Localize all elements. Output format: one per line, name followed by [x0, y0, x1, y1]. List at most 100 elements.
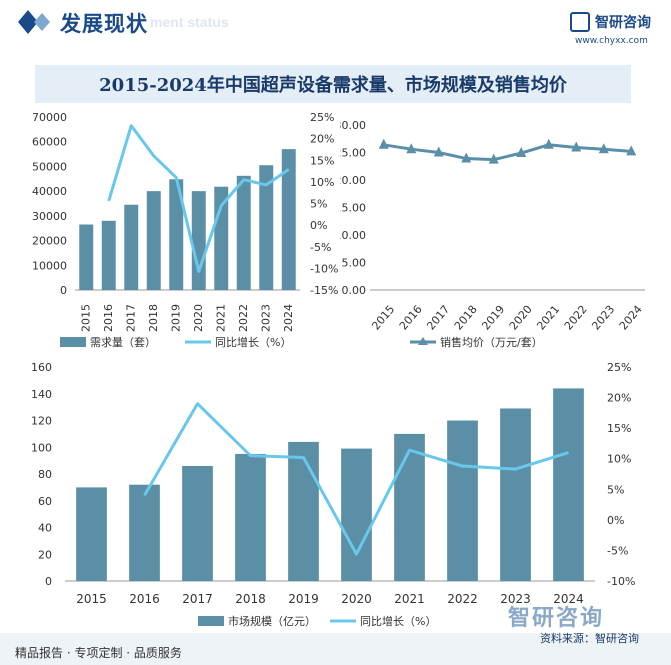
footer-source: 资料来源：智研咨询	[540, 632, 639, 645]
price-point	[571, 141, 582, 152]
x-tick-label: 2017	[424, 303, 452, 333]
x-tick-label: 2024	[617, 303, 645, 333]
y-left-tick-label: 10000	[32, 259, 67, 272]
y-right-tick-label: -5%	[607, 544, 628, 557]
x-tick-label: 2023	[259, 304, 272, 332]
market-bar	[182, 465, 213, 581]
y-right-tick-label: 25%	[310, 111, 334, 124]
y-left-tick-label: 40000	[32, 185, 67, 198]
y-left-tick-label: 50000	[32, 160, 67, 173]
x-tick-label: 2016	[397, 303, 425, 333]
legend-market-swatch	[198, 616, 224, 626]
demand-bar	[79, 224, 94, 290]
y-tick-label: 10.00	[340, 229, 366, 242]
price-point	[488, 153, 499, 164]
demand-chart: 0 10000 20000 30000 40000 50000 60000 70000 -15%…	[32, 111, 338, 349]
price-point	[626, 145, 637, 156]
x-tick-label: 2020	[341, 592, 372, 606]
y-tick-label: 0.00	[342, 284, 367, 297]
y-tick-label: 20.00	[340, 174, 366, 187]
y-right-tick-label: 5%	[607, 483, 624, 496]
market-bar	[553, 388, 584, 581]
demand-bar	[124, 204, 139, 290]
x-tick-label: 2015	[76, 592, 107, 606]
demand-growth-line	[107, 124, 290, 273]
price-point	[516, 147, 527, 158]
y-right-tick-label: 15%	[310, 154, 334, 167]
legend-price-marker	[418, 337, 428, 345]
x-tick-label: 2015	[369, 303, 397, 333]
y-left-tick-label: 80	[38, 468, 52, 481]
legend-market-growth-label: 同比增长（%）	[360, 614, 436, 628]
demand-bar	[169, 179, 184, 290]
x-tick-label: 2018	[452, 303, 480, 333]
price-point	[461, 152, 472, 163]
y-left-tick-label: 20	[38, 548, 52, 561]
y-left-tick-label: 40	[38, 522, 52, 535]
y-right-tick-label: 25%	[607, 361, 631, 374]
price-point	[433, 146, 444, 157]
legend-market-label: 市场规模（亿元）	[228, 614, 316, 628]
y-right-tick-label: 10%	[310, 176, 334, 189]
x-tick-label: 2022	[562, 303, 590, 333]
y-tick-label: 15.00	[340, 202, 366, 215]
footer-slogan: 精品报告 · 专项定制 · 品质服务	[15, 646, 182, 660]
y-left-tick-label: 30000	[32, 210, 67, 223]
market-bar	[288, 441, 319, 581]
market-bar	[129, 484, 160, 581]
y-right-tick-label: -10%	[607, 575, 635, 588]
y-right-tick-label: -10%	[310, 262, 338, 275]
y-left-tick-label: 160	[31, 361, 52, 374]
demand-bar	[146, 191, 161, 290]
price-chart: 0.005.0010.0015.0020.0025.0030.002015201…	[340, 119, 645, 349]
y-left-tick-label: 120	[31, 415, 52, 428]
chart-title: 2015-2024年中国超声设备需求量、市场规模及销售均价	[35, 65, 631, 103]
market-growth-line	[143, 402, 569, 556]
y-right-tick-label: 20%	[607, 392, 631, 405]
logo-url: www.chyxx.com	[575, 36, 648, 46]
y-left-tick-label: 20000	[32, 235, 67, 248]
demand-bar	[281, 149, 296, 290]
x-tick-label: 2017	[124, 304, 137, 332]
x-tick-label: 2020	[507, 303, 535, 333]
legend-demand-swatch	[60, 337, 86, 347]
y-right-tick-label: 15%	[607, 422, 631, 435]
market-bar	[447, 420, 478, 581]
footer-brand: 智研咨询	[508, 606, 605, 631]
logo-name: 智研咨询	[595, 15, 651, 31]
price-line	[383, 143, 632, 162]
legend-price-label: 销售均价（万元/套）	[440, 335, 543, 349]
y-tick-label: 30.00	[340, 119, 366, 132]
legend-demand-growth-label: 同比增长（%）	[215, 335, 291, 349]
market-bar	[341, 448, 372, 581]
y-left-tick-label: 70000	[32, 111, 67, 124]
market-chart: 0 20 40 60 80 100 120 140 160 -10% -5% 0% 5% 10% 15% 20…	[31, 361, 635, 628]
x-tick-label: 2023	[589, 303, 617, 333]
diamond-icon	[18, 10, 50, 34]
x-tick-label: 2022	[237, 304, 250, 332]
x-tick-label: 2017	[182, 592, 213, 606]
x-tick-label: 2018	[147, 304, 160, 332]
page-title: 发展现状	[60, 12, 148, 36]
x-tick-label: 2016	[129, 592, 160, 606]
y-right-tick-label: -15%	[310, 284, 338, 297]
demand-bar	[236, 175, 251, 290]
demand-bar	[191, 191, 206, 290]
x-tick-label: 2019	[479, 303, 507, 333]
x-tick-label: 2019	[288, 592, 319, 606]
legend-demand-label: 需求量（套）	[90, 336, 156, 349]
market-bar	[500, 408, 531, 581]
y-right-tick-label: 0%	[310, 219, 327, 232]
x-tick-label: 2021	[394, 592, 425, 606]
y-right-tick-label: -5%	[310, 241, 331, 254]
x-tick-label: 2021	[534, 303, 562, 333]
price-point	[543, 138, 554, 149]
y-right-tick-label: 20%	[310, 133, 334, 146]
demand-bar	[259, 165, 274, 290]
x-tick-label: 2023	[500, 592, 531, 606]
x-tick-label: 2018	[235, 592, 266, 606]
y-right-tick-label: 0%	[607, 514, 624, 527]
y-left-tick-label: 100	[31, 441, 52, 454]
demand-bar	[101, 220, 116, 290]
market-bar	[394, 433, 425, 581]
